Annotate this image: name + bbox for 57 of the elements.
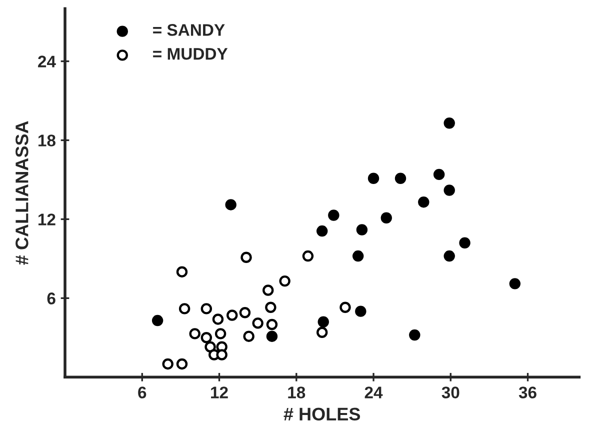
point bbox=[214, 328, 226, 340]
point bbox=[444, 250, 455, 262]
point bbox=[152, 314, 164, 326]
point bbox=[212, 314, 224, 325]
point bbox=[266, 330, 278, 342]
point bbox=[200, 332, 212, 344]
x-tick-label: 12 bbox=[211, 386, 228, 398]
point bbox=[394, 172, 406, 184]
y-tick-label: 18 bbox=[38, 134, 56, 146]
x-tick-label: 36 bbox=[518, 386, 536, 398]
y-tick-label: 6 bbox=[47, 292, 56, 304]
point bbox=[444, 118, 455, 129]
point bbox=[459, 237, 470, 248]
point bbox=[355, 306, 366, 317]
point bbox=[239, 307, 251, 318]
point bbox=[189, 328, 200, 340]
point bbox=[509, 278, 521, 290]
point bbox=[356, 224, 368, 236]
x-tick-label: 24 bbox=[364, 386, 383, 398]
point bbox=[204, 341, 216, 352]
x-tick-label: 18 bbox=[288, 386, 306, 398]
legend-label: = MUDDY bbox=[153, 48, 228, 60]
point bbox=[265, 302, 276, 313]
y-tick-label: 24 bbox=[38, 56, 56, 68]
point bbox=[178, 303, 190, 314]
legend-label: = SANDY bbox=[153, 24, 225, 36]
point bbox=[279, 275, 290, 287]
point bbox=[418, 196, 430, 208]
point bbox=[252, 318, 264, 329]
y-axis-title: # CALLIANASSA bbox=[16, 121, 28, 265]
point bbox=[216, 349, 228, 360]
point bbox=[318, 316, 329, 328]
point bbox=[302, 250, 314, 262]
point bbox=[162, 358, 174, 370]
point bbox=[240, 252, 252, 263]
point bbox=[380, 212, 392, 224]
x-tick-label: 6 bbox=[138, 386, 146, 398]
point bbox=[176, 358, 188, 370]
point bbox=[368, 172, 380, 184]
point bbox=[316, 326, 328, 338]
point bbox=[226, 310, 238, 321]
point bbox=[444, 184, 455, 196]
point bbox=[328, 210, 340, 221]
point bbox=[176, 266, 188, 278]
point bbox=[225, 199, 236, 210]
point bbox=[266, 318, 278, 330]
point bbox=[262, 284, 274, 296]
point bbox=[433, 168, 445, 180]
y-tick-label: 12 bbox=[38, 214, 56, 226]
x-tick-label: 30 bbox=[442, 386, 460, 398]
point bbox=[409, 329, 420, 341]
point bbox=[243, 330, 254, 342]
x-axis-title: # HOLES bbox=[284, 408, 360, 421]
point bbox=[316, 225, 328, 237]
point bbox=[200, 303, 212, 314]
point bbox=[352, 250, 364, 262]
point bbox=[340, 302, 351, 313]
